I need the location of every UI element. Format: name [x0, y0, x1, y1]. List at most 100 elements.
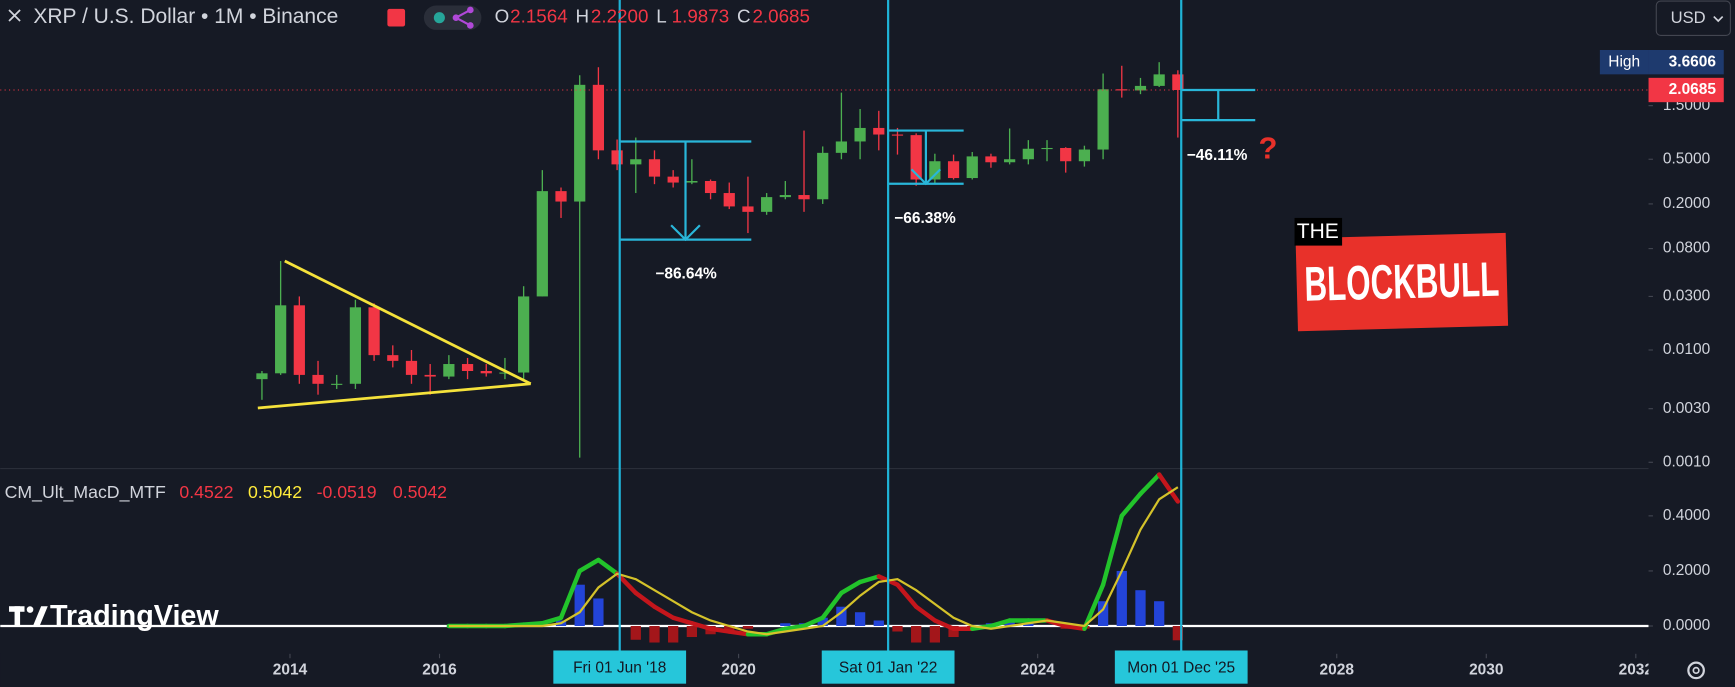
macd-segment	[1138, 472, 1162, 497]
high-value-box	[1648, 50, 1724, 75]
y-tick-label: 0.0300	[1663, 288, 1710, 305]
macd-segment	[1156, 472, 1181, 504]
histogram-bar	[1135, 590, 1146, 626]
x-tick-label: 2028	[1320, 661, 1355, 678]
axes: 0.0010 0.0030 0.0100 0.0300 0.0800 0.2000 0.50…	[5, 0, 1735, 687]
candle-body	[405, 360, 418, 375]
x-tick-label: 2014	[273, 661, 308, 678]
histogram-bar	[1172, 625, 1184, 641]
ohlc-value: 2.2200	[591, 6, 649, 27]
histogram-bar	[649, 625, 660, 643]
ohlc-key: O	[495, 6, 510, 27]
histogram-bar	[892, 625, 903, 632]
histogram-bar	[593, 598, 604, 626]
candle-body	[1004, 159, 1016, 163]
ohlc-value: 1.9873	[672, 6, 729, 27]
candle-body	[667, 176, 679, 183]
candle-body	[742, 206, 754, 212]
logo-main: BLOCKBULL	[1304, 253, 1500, 312]
histogram-bar	[854, 612, 866, 626]
ohlc-key: H	[575, 6, 589, 27]
logo-top-box	[1294, 217, 1343, 246]
histogram-bar	[948, 625, 959, 638]
candle-body	[1116, 89, 1128, 91]
date-label-box	[821, 650, 955, 684]
gear[interactable]	[1687, 661, 1705, 680]
histogram-bar	[780, 623, 791, 626]
histogram-bar	[817, 617, 828, 626]
histogram-bar	[929, 625, 941, 643]
macd-segment	[521, 621, 545, 627]
candle-body	[779, 195, 791, 198]
macd-segment	[652, 604, 676, 620]
candle-body	[368, 307, 380, 356]
date-label-box	[1114, 650, 1248, 684]
candle-body	[555, 191, 567, 202]
dropdown-chevron	[1713, 16, 1724, 23]
x-tick-label: 2032	[1619, 661, 1653, 678]
ohlc-key: L	[656, 6, 666, 27]
candle-body	[686, 181, 698, 183]
flag-icon[interactable]	[387, 8, 406, 27]
macd-segment	[988, 618, 1012, 629]
macd-segment	[1100, 513, 1124, 587]
high-label-box	[1599, 50, 1649, 75]
candle-body	[648, 159, 661, 177]
watermark-logo	[33, 606, 48, 626]
candle-body	[387, 355, 399, 361]
histogram-bar	[724, 625, 735, 632]
x-tick-label: 2016	[422, 661, 457, 678]
candle-body	[592, 84, 605, 151]
candle-body	[891, 134, 904, 136]
measure-label: −66.38%	[894, 210, 956, 227]
candle-body	[331, 383, 343, 385]
currency-button[interactable]	[1655, 0, 1731, 36]
candle-body	[1134, 85, 1147, 91]
watermark-logo	[26, 606, 34, 613]
ohlc-key: C	[737, 6, 751, 27]
signal-line	[448, 486, 1179, 636]
share-dot	[452, 14, 460, 22]
candle-body	[817, 152, 829, 200]
histogram-bar	[911, 625, 922, 643]
y-tick-label: 0.0030	[1663, 400, 1710, 417]
y-tick-label: 0.2000	[1663, 195, 1710, 212]
logo-box	[1295, 232, 1509, 332]
histogram-bar	[1116, 570, 1127, 626]
indicator-value: 0.4522	[179, 482, 233, 502]
close-icon[interactable]	[8, 9, 21, 22]
macd-segment	[689, 621, 713, 631]
histogram-bar	[668, 625, 679, 643]
status-dot	[433, 12, 445, 24]
histogram-bar	[1097, 601, 1109, 626]
candle-body	[518, 296, 530, 373]
histogram-bar	[873, 620, 884, 626]
last-price-value: 2.0685	[1669, 81, 1717, 98]
logo-top: THE	[1297, 220, 1339, 243]
candle-body	[630, 159, 642, 165]
macd-segment	[1082, 582, 1106, 631]
candle-body	[574, 84, 586, 202]
currency-label[interactable]: USD	[1671, 8, 1706, 27]
candle-body	[256, 373, 268, 380]
watermark-text: TradingView	[50, 600, 219, 632]
date-label-box	[553, 650, 687, 684]
high-value: 3.6606	[1669, 53, 1717, 70]
x-tick-label: 2020	[721, 661, 755, 678]
histogram-bar	[836, 606, 847, 626]
macd-segment	[633, 590, 657, 609]
histogram-bar	[742, 625, 754, 629]
settings-icon[interactable]	[1687, 661, 1705, 680]
date-label: Mon 01 Dec '25	[1127, 659, 1235, 676]
macd-segment	[727, 629, 751, 637]
indicator-value: 0.5042	[248, 482, 302, 502]
candle-body	[704, 181, 717, 194]
histogram-bar	[686, 625, 698, 638]
share-dot	[467, 22, 474, 29]
question-mark: ?	[1259, 131, 1278, 166]
histogram-bar	[1023, 623, 1034, 626]
ohlc-value: 2.0685	[752, 6, 810, 27]
candle-body	[1078, 149, 1091, 162]
watermark: TradingView	[9, 600, 219, 632]
